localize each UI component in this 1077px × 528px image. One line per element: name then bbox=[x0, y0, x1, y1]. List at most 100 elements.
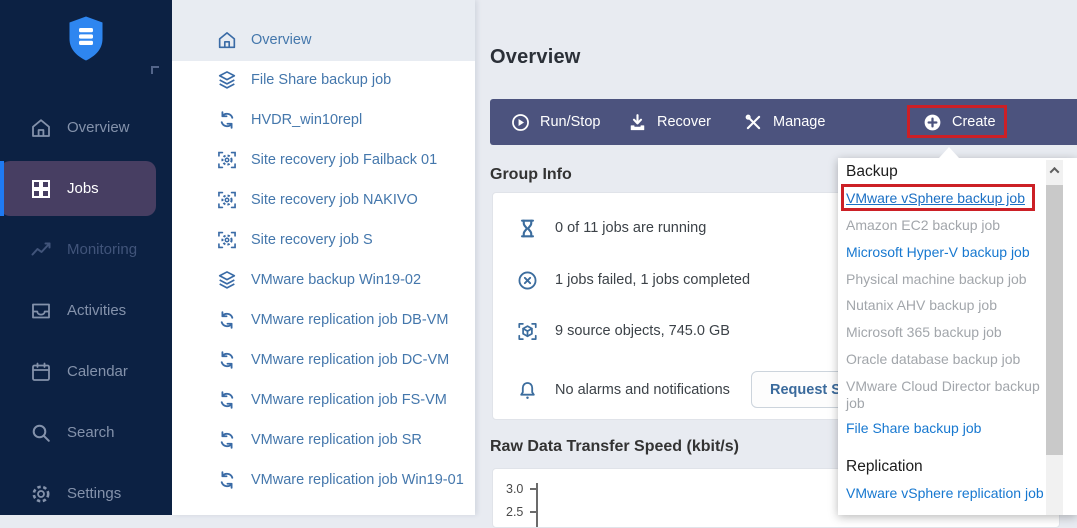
backup-layers-icon bbox=[216, 69, 238, 91]
menu-item-oracle-database-backup-job[interactable]: Oracle database backup job bbox=[846, 351, 1021, 367]
gear-icon bbox=[29, 482, 53, 506]
job-item-label: VMware replication job SR bbox=[251, 432, 422, 448]
scrollbar-thumb[interactable] bbox=[1046, 185, 1063, 455]
request-support-label: Request S bbox=[770, 381, 841, 398]
alarms-row: No alarms and notifications bbox=[516, 377, 730, 403]
scrollbar-up-button[interactable] bbox=[1046, 160, 1063, 180]
run-stop-button[interactable]: Run/Stop bbox=[510, 99, 600, 145]
sidebar-item-label: Calendar bbox=[67, 363, 128, 380]
create-highlight-box bbox=[907, 105, 1007, 138]
sidebar-item-label: Activities bbox=[67, 302, 127, 319]
sidebar-collapse-icon[interactable] bbox=[151, 66, 159, 74]
menu-item-amazon-ec2-backup-job[interactable]: Amazon EC2 backup job bbox=[846, 217, 1001, 233]
sidebar-item-activities[interactable]: Activities bbox=[0, 280, 172, 341]
job-list-item[interactable]: VMware backup Win19-02 bbox=[172, 260, 475, 300]
jobs-running-row: 0 of 11 jobs are running bbox=[516, 215, 706, 241]
sidebar-item-label: Monitoring bbox=[67, 241, 138, 258]
grid-icon bbox=[29, 177, 53, 201]
jobs-status-row: 1 jobs failed, 1 jobs completed bbox=[516, 267, 750, 293]
create-button[interactable]: Create bbox=[922, 99, 996, 145]
error-circle-icon bbox=[516, 269, 539, 292]
job-list-item-overview[interactable]: Overview bbox=[172, 20, 475, 60]
job-item-label: VMware replication job FS-VM bbox=[251, 392, 447, 408]
sidebar-item-label: Jobs bbox=[67, 180, 99, 197]
app-sidebar: Overview Jobs Monitoring Activities Cale… bbox=[0, 0, 172, 515]
job-item-label: Site recovery job Failback 01 bbox=[251, 152, 438, 168]
recover-button[interactable]: Recover bbox=[627, 99, 711, 145]
menu-item-nutanix-ahv-backup-job[interactable]: Nutanix AHV backup job bbox=[846, 297, 997, 313]
create-dropdown-menu: Backup VMware vSphere backup job Amazon … bbox=[838, 158, 1077, 515]
run-stop-label: Run/Stop bbox=[540, 114, 601, 130]
sidebar-item-label: Settings bbox=[67, 485, 122, 502]
menu-section-replication: Replication bbox=[846, 458, 923, 475]
sidebar-item-calendar[interactable]: Calendar bbox=[0, 341, 172, 402]
selected-item-background bbox=[0, 161, 156, 216]
job-list-panel: Overview File Share backup job HVDR_win1… bbox=[172, 0, 475, 515]
job-list-item[interactable]: File Share backup job bbox=[172, 60, 475, 100]
job-item-label: Overview bbox=[251, 32, 312, 48]
group-info-heading: Group Info bbox=[490, 166, 572, 183]
chart-y-tick bbox=[530, 511, 537, 513]
sidebar-item-search[interactable]: Search bbox=[0, 402, 172, 463]
jobs-toolbar: Run/Stop Recover Manage Create bbox=[490, 99, 1077, 145]
replication-sync-icon bbox=[216, 309, 238, 331]
menu-item-vmware-cloud-director-backup-job[interactable]: VMware Cloud Director backup job bbox=[846, 378, 1040, 411]
play-circle-icon bbox=[510, 112, 531, 133]
create-label: Create bbox=[952, 114, 996, 130]
sidebar-item-overview[interactable]: Overview bbox=[0, 97, 172, 158]
job-item-label: VMware backup Win19-02 bbox=[251, 272, 422, 288]
job-list-item[interactable]: HVDR_win10repl bbox=[172, 100, 475, 140]
source-objects-text: 9 source objects, 745.0 GB bbox=[555, 323, 730, 339]
menu-item-vmware-vsphere-backup-job[interactable]: VMware vSphere backup job bbox=[846, 190, 1025, 206]
job-item-label: VMware replication job Win19-01 bbox=[251, 472, 464, 488]
sidebar-item-settings[interactable]: Settings bbox=[0, 463, 172, 524]
bell-icon bbox=[516, 379, 539, 402]
page-title: Overview bbox=[490, 46, 581, 68]
tools-icon bbox=[743, 112, 764, 133]
chart-y-tick-label: 2.5 bbox=[506, 505, 524, 519]
menu-item-physical-machine-backup-job[interactable]: Physical machine backup job bbox=[846, 271, 1027, 287]
job-list-item[interactable]: VMware replication job FS-VM bbox=[172, 380, 475, 420]
chart-y-tick-label: 3.0 bbox=[506, 482, 524, 496]
job-list-item[interactable]: VMware replication job Win19-01 bbox=[172, 460, 475, 500]
menu-item-hyper-v-backup-job[interactable]: Microsoft Hyper-V backup job bbox=[846, 244, 1030, 260]
app-logo-shield-icon bbox=[66, 15, 106, 62]
menu-item-microsoft-365-backup-job[interactable]: Microsoft 365 backup job bbox=[846, 324, 1002, 340]
site-recovery-gear-icon bbox=[216, 229, 238, 251]
backup-layers-icon bbox=[216, 269, 238, 291]
jobs-status-text: 1 jobs failed, 1 jobs completed bbox=[555, 272, 751, 288]
menu-item-file-share-backup-job[interactable]: File Share backup job bbox=[846, 420, 982, 436]
alarms-text: No alarms and notifications bbox=[555, 382, 730, 398]
manage-button[interactable]: Manage bbox=[743, 99, 825, 145]
job-list-selected-highlight bbox=[172, 0, 475, 61]
calendar-icon bbox=[29, 360, 53, 384]
chevron-up-icon bbox=[1049, 166, 1060, 177]
download-icon bbox=[627, 112, 648, 133]
replication-sync-icon bbox=[216, 429, 238, 451]
dropdown-scrollbar[interactable] bbox=[1046, 160, 1063, 515]
sidebar-item-label: Search bbox=[67, 424, 115, 441]
replication-sync-icon bbox=[216, 109, 238, 131]
cube-brackets-icon bbox=[516, 320, 539, 343]
menu-item-vmware-vsphere-replication-job[interactable]: VMware vSphere replication job bbox=[846, 485, 1044, 501]
job-list-item[interactable]: VMware replication job DC-VM bbox=[172, 340, 475, 380]
job-list-item[interactable]: Site recovery job Failback 01 bbox=[172, 140, 475, 180]
site-recovery-gear-icon bbox=[216, 189, 238, 211]
job-list-item[interactable]: Site recovery job S bbox=[172, 220, 475, 260]
job-list-item[interactable]: VMware replication job SR bbox=[172, 420, 475, 460]
sidebar-item-monitoring[interactable]: Monitoring bbox=[0, 219, 172, 280]
menu-section-backup: Backup bbox=[846, 163, 898, 180]
job-list-item[interactable]: Site recovery job NAKIVO bbox=[172, 180, 475, 220]
sidebar-item-jobs[interactable]: Jobs bbox=[0, 158, 172, 219]
dropdown-caret bbox=[939, 147, 959, 158]
replication-sync-icon bbox=[216, 349, 238, 371]
sidebar-nav: Overview Jobs Monitoring Activities Cale… bbox=[0, 97, 172, 524]
job-list-item[interactable]: VMware replication job DB-VM bbox=[172, 300, 475, 340]
job-item-label: File Share backup job bbox=[251, 72, 392, 88]
recover-label: Recover bbox=[657, 114, 711, 130]
chart-heading: Raw Data Transfer Speed (kbit/s) bbox=[490, 438, 739, 455]
site-recovery-gear-icon bbox=[216, 149, 238, 171]
home-icon bbox=[216, 29, 238, 51]
chart-y-axis bbox=[536, 483, 538, 527]
inbox-icon bbox=[29, 299, 53, 323]
